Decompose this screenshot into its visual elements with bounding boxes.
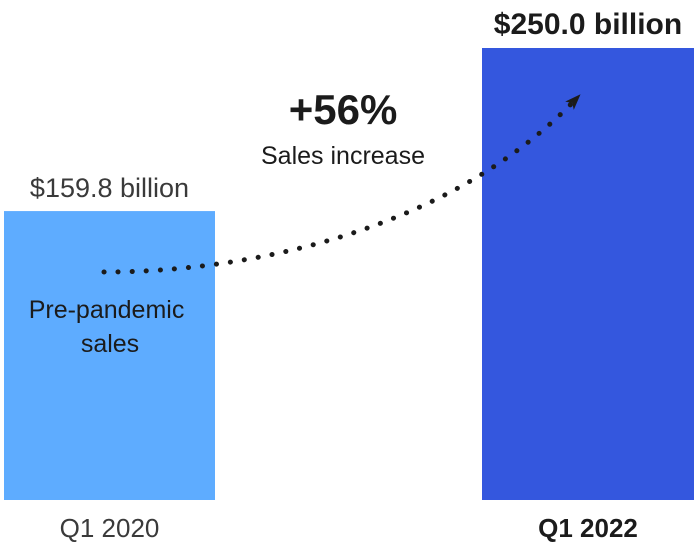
- value-label-q1-2022: $250.0 billion: [494, 8, 682, 41]
- annotation-subtext: Sales increase: [261, 142, 425, 170]
- bar-inner-label: Pre-pandemic sales: [29, 296, 192, 358]
- bar-q1-2020: [4, 211, 215, 500]
- value-label-q1-2020: $159.8 billion: [30, 173, 189, 203]
- bar-inner-label-line-1: Pre-pandemic: [29, 296, 185, 324]
- category-label-q1-2020: Q1 2020: [60, 513, 160, 543]
- growth-arrow: [101, 94, 581, 275]
- bar-inner-label-line-2: sales: [81, 330, 139, 358]
- category-label-q1-2022: Q1 2022: [538, 513, 638, 543]
- bar-q1-2022: [482, 48, 694, 500]
- annotation-headline: +56%: [289, 86, 398, 133]
